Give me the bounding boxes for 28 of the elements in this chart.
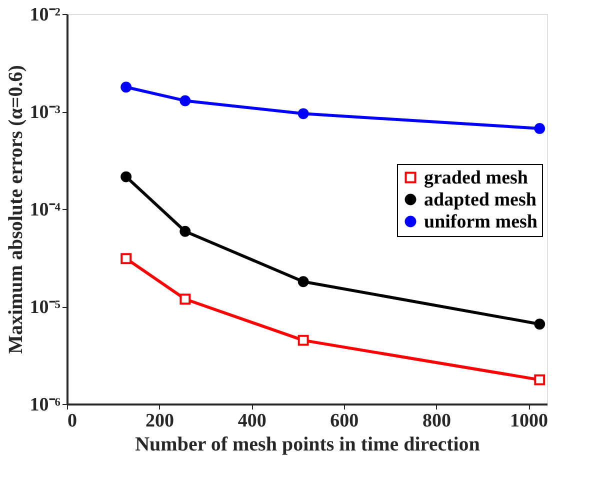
y-axis-title: Maximum absolute errors (α=0.6) [4,65,27,354]
point [120,171,132,182]
point [120,253,132,264]
x-tick-label: 600 [330,410,359,432]
x-tick-label: 400 [238,410,266,432]
legend-label: uniform mesh [424,212,538,232]
point [298,334,309,346]
point [180,95,191,106]
point [534,122,546,134]
y-tick-label: 10⁻⁴ [30,200,61,220]
point [180,294,191,305]
point [298,276,309,288]
legend-label: adapted mesh [424,190,537,210]
point [180,226,191,237]
x-axis-title: Number of mesh points in time direction [135,434,480,456]
y-tick-label: 10⁻⁵ [30,297,61,318]
y-tick-label: 10⁻³ [30,102,61,123]
point [120,82,132,93]
x-tick-label: 0 [68,410,77,432]
legend-label: graded mesh [424,168,528,188]
x-tick-label: 200 [146,410,174,432]
point [534,318,546,330]
y-tick-label: 10⁻² [30,4,61,26]
x-tick-label: 1000 [510,410,548,432]
x-tick-label: 800 [422,410,451,432]
point [298,108,309,120]
point [534,374,546,386]
y-tick-label: 10⁻⁶ [30,394,61,416]
